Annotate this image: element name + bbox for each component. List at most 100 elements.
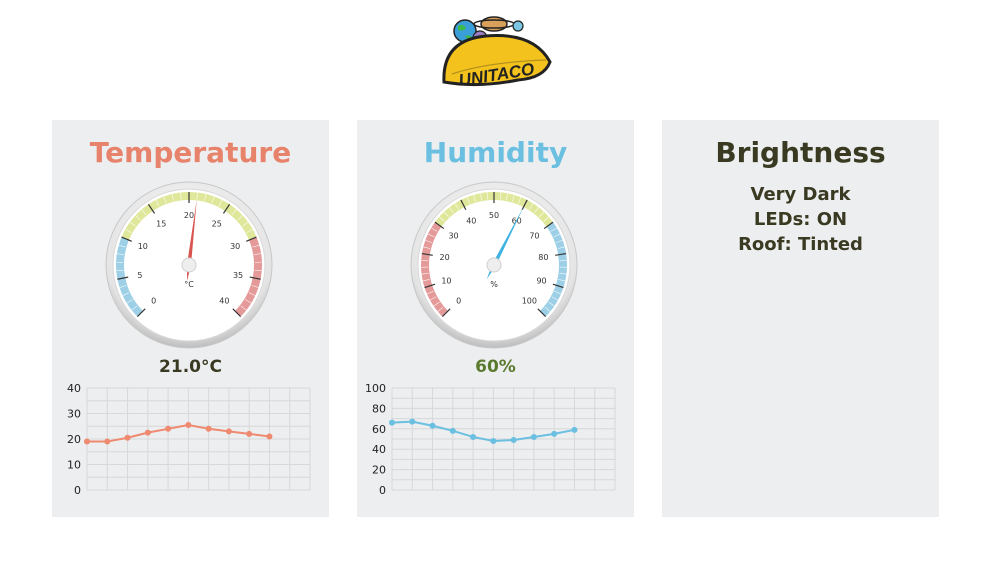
humidity-gauge-minor-tick bbox=[553, 233, 561, 238]
roof-status: Roof: Tinted bbox=[738, 234, 863, 255]
temperature-gauge-unit-label: °C bbox=[184, 280, 194, 289]
humidity-gauge-minor-tick bbox=[554, 290, 562, 295]
humidity-gauge-minor-tick bbox=[544, 306, 551, 312]
temperature-card: Temperature 0 5 10 15 20 25 30 35 40 °C 21.0°C 0 1… bbox=[52, 120, 329, 517]
temperature-chart-y-tick-label: 20 bbox=[67, 433, 81, 446]
temperature-gauge-minor-tick bbox=[242, 221, 249, 227]
humidity-chart-data-point bbox=[510, 437, 517, 444]
humidity-chart-y-tick-label: 60 bbox=[372, 423, 386, 436]
temperature-chart-data-point bbox=[205, 425, 212, 432]
temperature-gauge-minor-tick bbox=[245, 299, 252, 304]
humidity-gauge-unit-label: % bbox=[490, 280, 498, 289]
humidity-gauge-tick-label: 50 bbox=[489, 211, 499, 220]
humidity-gauge-minor-tick bbox=[480, 193, 482, 201]
humidity-gauge-minor-tick bbox=[473, 194, 476, 202]
humidity-gauge-minor-tick bbox=[518, 197, 522, 204]
temperature-gauge-minor-tick bbox=[218, 199, 223, 207]
temperature-gauge-tick-label: 25 bbox=[212, 219, 222, 228]
humidity-gauge-tick-label: 70 bbox=[529, 232, 539, 241]
humidity-gauge-minor-tick bbox=[439, 216, 445, 222]
humidity-gauge-major-tick bbox=[434, 221, 445, 230]
temperature-gauge-minor-tick bbox=[118, 244, 126, 248]
humidity-gauge-band bbox=[539, 222, 567, 317]
temperature-gauge-minor-tick bbox=[196, 192, 198, 200]
brightness-title: Brightness bbox=[715, 136, 886, 169]
temperature-gauge-major-tick bbox=[121, 236, 132, 242]
humidity-gauge-minor-tick bbox=[425, 239, 433, 243]
temperature-gauge-minor-tick bbox=[163, 196, 167, 204]
temperature-gauge-major-tick bbox=[222, 203, 231, 214]
temperature-gauge-minor-tick bbox=[248, 292, 256, 296]
humidity-chart-data-point bbox=[449, 427, 456, 434]
humidity-gauge-tick-label: 0 bbox=[456, 296, 461, 305]
humidity-gauge-major-tick bbox=[424, 283, 436, 289]
humidity-card: Humidity 0 10 20 30 40 50 60 70 80 90 100% 60% 0 20… bbox=[357, 120, 634, 517]
humidity-gauge-major-tick bbox=[537, 308, 547, 318]
humidity-gauge-minor-tick bbox=[466, 197, 470, 204]
humidity-gauge-minor-tick bbox=[550, 227, 557, 232]
temperature-reading: 21.0°C bbox=[159, 357, 222, 377]
humidity-chart-data-point bbox=[571, 426, 578, 433]
humidity-gauge-minor-tick bbox=[486, 192, 489, 200]
temperature-gauge-minor-tick bbox=[171, 193, 174, 201]
temperature-chart-data-point bbox=[225, 428, 232, 435]
humidity-gauge-major-tick bbox=[441, 308, 451, 318]
humidity-chart-y-tick-label: 100 bbox=[365, 382, 386, 395]
humidity-gauge-minor-tick bbox=[429, 296, 437, 301]
humidity-gauge-tick-label: 20 bbox=[440, 253, 450, 262]
temperature-chart-series-line bbox=[87, 423, 270, 443]
brightness-card: Brightness Very Dark LEDs: ON Roof: Tint… bbox=[662, 120, 939, 517]
humidity-gauge-tick-label: 40 bbox=[466, 216, 476, 225]
humidity-gauge-tick-label: 90 bbox=[536, 276, 546, 285]
humidity-gauge-minor-tick bbox=[421, 272, 429, 275]
temperature-chart-data-point bbox=[144, 429, 151, 436]
brightness-status: Very Dark LEDs: ON Roof: Tinted bbox=[662, 182, 939, 257]
humidity-gauge-major-tick bbox=[555, 252, 567, 256]
temperature-gauge-major-tick bbox=[249, 276, 261, 280]
temperature-gauge-tick-label: 35 bbox=[233, 271, 243, 280]
humidity-gauge-minor-tick bbox=[551, 296, 559, 301]
temperature-chart-data-point bbox=[124, 434, 131, 441]
leds-status: LEDs: ON bbox=[753, 209, 848, 230]
humidity-gauge-minor-tick bbox=[449, 207, 454, 214]
humidity-gauge-minor-tick bbox=[538, 211, 545, 218]
humidity-gauge-minor-tick bbox=[555, 239, 563, 243]
temperature-chart-data-point bbox=[84, 438, 90, 445]
temperature-gauge-minor-tick bbox=[251, 285, 259, 288]
temperature-gauge-major-tick bbox=[117, 276, 129, 280]
humidity-chart-data-point bbox=[530, 433, 537, 440]
humidity-chart: 0 20 40 60 80 100 bbox=[365, 382, 616, 497]
humidity-gauge: 0102030405060708090100% bbox=[410, 181, 578, 349]
humidity-gauge-tick-label: 80 bbox=[538, 253, 548, 262]
humidity-gauge-minor-tick bbox=[437, 306, 444, 312]
temperature-gauge-tick-label: 0 bbox=[151, 296, 156, 305]
humidity-chart-data-point bbox=[470, 433, 477, 440]
temperature-gauge-minor-tick bbox=[231, 209, 237, 216]
temperature-gauge-tick-label: 15 bbox=[156, 219, 166, 228]
humidity-chart-data-point bbox=[490, 438, 497, 445]
temperature-gauge-minor-tick bbox=[129, 221, 136, 227]
humidity-gauge-major-tick bbox=[552, 283, 564, 289]
temperature-gauge-minor-tick bbox=[135, 215, 141, 221]
humidity-gauge-needle-hub bbox=[486, 257, 502, 273]
temperature-chart-y-tick-label: 40 bbox=[67, 382, 81, 395]
temperature-gauge-minor-tick bbox=[131, 305, 138, 311]
humidity-gauge-minor-tick bbox=[512, 194, 515, 202]
humidity-gauge-minor-tick bbox=[548, 301, 555, 307]
humidity-chart-data-point bbox=[551, 430, 558, 437]
temperature-chart-y-tick-label: 30 bbox=[67, 408, 81, 421]
temperature-chart-data-point bbox=[165, 425, 172, 432]
humidity-reading: 60% bbox=[475, 357, 516, 377]
humidity-gauge-tick-label: 30 bbox=[448, 232, 458, 241]
humidity-gauge-major-tick bbox=[543, 221, 554, 230]
temperature-chart-data-point bbox=[185, 421, 192, 428]
humidity-gauge-minor-tick bbox=[529, 203, 534, 210]
temperature-gauge-minor-tick bbox=[254, 269, 262, 272]
humidity-gauge-minor-tick bbox=[422, 279, 430, 282]
humidity-chart-data-point bbox=[409, 418, 416, 425]
humidity-gauge-band bbox=[421, 222, 449, 317]
humidity-gauge-minor-tick bbox=[499, 192, 502, 200]
humidity-chart-data-point bbox=[429, 422, 436, 429]
temperature-gauge-minor-tick bbox=[237, 215, 243, 221]
humidity-gauge-minor-tick bbox=[543, 216, 549, 222]
